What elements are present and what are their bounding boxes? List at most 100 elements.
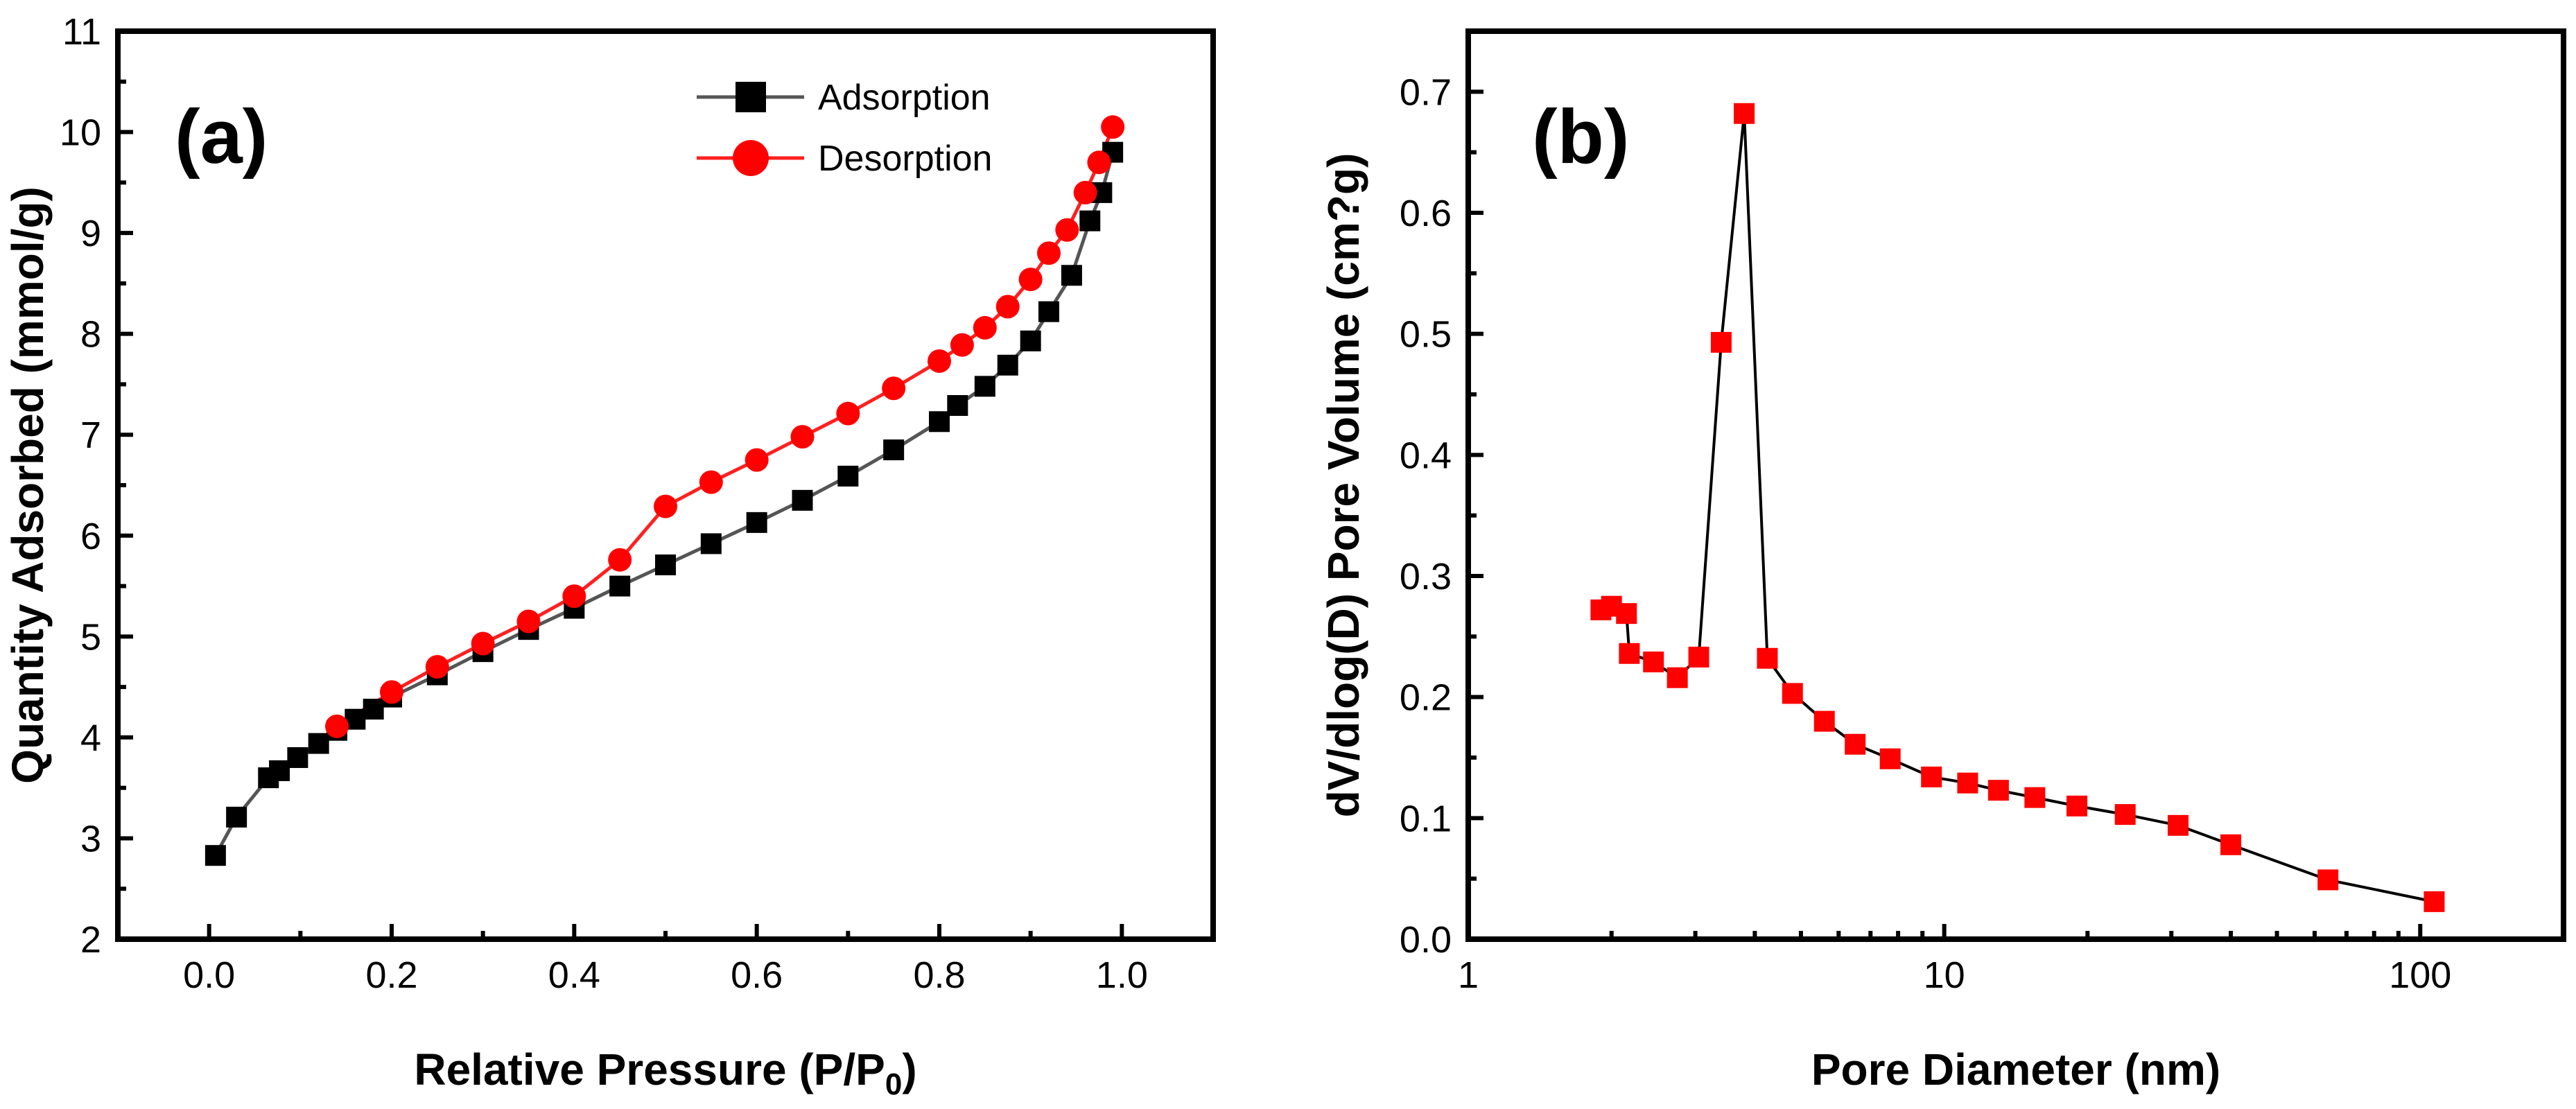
panel-b-y-tick-label: 0.5 [1400, 314, 1452, 356]
panel-b-y-tick-label: 0.3 [1400, 556, 1452, 597]
panel-a-y-tick-label: 9 [80, 213, 101, 254]
panel-a-plot-frame [115, 28, 1216, 942]
panel-a-chart: 0.0 0.2 0.4 0.6 0.8 1.0 2 3 4 5 6 7 8 9 10 11 (a) Quan… [3, 11, 1216, 1101]
panel-b-distribution-point [1957, 772, 1978, 794]
panel-a-adsorption-point [1061, 265, 1082, 286]
panel-a-label: (a) [175, 94, 268, 180]
panel-a-adsorption-point [655, 554, 676, 575]
panel-a-adsorption-point [1020, 330, 1041, 351]
panel-a-desorption-point [1087, 150, 1111, 175]
panel-a-x-tick-label: 0.0 [183, 954, 235, 996]
panel-b-distribution-point [1813, 710, 1835, 732]
panel-a-desorption-point [790, 425, 815, 449]
panel-a-adsorption-point [204, 845, 226, 866]
panel-a-desorption-point [654, 494, 677, 518]
legend-adsorption-label: Adsorption [818, 78, 991, 118]
panel-a-adsorption-point [883, 439, 905, 461]
panel-b-distribution-point [1879, 748, 1901, 769]
panel-b-distribution-point [1710, 331, 1732, 353]
panel-a-legend: Adsorption Desorption [697, 78, 992, 179]
panel-a-adsorption-point [746, 512, 767, 533]
panel-b-distribution-point [1616, 603, 1637, 625]
panel-a-adsorption-point [1038, 301, 1059, 322]
legend-desorption-marker [733, 140, 769, 176]
panel-b-y-axis-title: dV/dlog(D) Pore Volume (cm?g) [1319, 153, 1368, 818]
panel-b-y-tick-label: 0.7 [1400, 71, 1452, 113]
panel-a-desorption-point [471, 631, 495, 656]
panel-a-adsorption-point [287, 747, 308, 768]
panel-b-distribution-point [1643, 652, 1664, 673]
panel-a-y-axis-title: Quantity Adsorbed (mmol/g) [3, 186, 53, 784]
panel-b-x-axis-title: Pore Diameter (nm) [1811, 1045, 2220, 1094]
panel-b-distribution-point [2024, 787, 2046, 808]
panel-a-x-tick-label: 0.2 [365, 954, 417, 996]
panel-b-distribution-point [2423, 891, 2445, 912]
panel-b-y-tick-label: 0.2 [1400, 677, 1452, 719]
panel-b-chart: 1 10 100 0.0 0.1 0.2 0.3 0.4 0.5 0.6 0.7 (b) dV/d… [1319, 28, 2566, 1094]
panel-a-desorption-point [699, 470, 723, 494]
panel-a-y-tick-label: 2 [80, 919, 101, 961]
panel-a-desorption-point [325, 714, 349, 738]
panel-b-distribution-point [2114, 804, 2136, 826]
panel-a-x-axis-title: Relative Pressure (P/P0) [414, 1045, 916, 1101]
panel-b-distribution-line [1600, 113, 2435, 903]
panel-b-label: (b) [1532, 94, 1629, 180]
legend-adsorption-marker [736, 82, 766, 112]
panel-a-y-ticks: 2 3 4 5 6 7 8 9 10 11 [60, 11, 133, 961]
panel-b-distribution-point [1734, 103, 1755, 124]
panel-b-y-ticks: 0.0 0.1 0.2 0.3 0.4 0.5 0.6 0.7 [1400, 71, 1483, 961]
panel-b-y-tick-label: 0.4 [1400, 435, 1452, 476]
panel-a-x-tick-label: 0.4 [548, 954, 600, 996]
panel-b-distribution-point [1921, 766, 1942, 787]
panel-b-distribution-point [1845, 733, 1866, 755]
panel-b-series [1590, 103, 2445, 912]
panel-b-distribution-point [1757, 647, 1778, 669]
panel-a-desorption-point [562, 584, 586, 609]
panel-b-x-ticks: 1 10 100 [1458, 924, 2566, 996]
panel-a-desorption-point [995, 295, 1020, 319]
panel-a-desorption-point [1037, 241, 1061, 265]
panel-a-desorption-point [380, 680, 403, 704]
panel-a-desorption-point [882, 376, 906, 401]
panel-a-y-tick-label: 3 [80, 818, 101, 859]
panel-a-adsorption-point [308, 733, 329, 754]
panel-a-y-tick-label: 11 [62, 11, 101, 53]
panel-b-distribution-point [1619, 643, 1640, 664]
panel-a-desorption-point [950, 333, 974, 357]
panel-a-adsorption-point [363, 699, 384, 720]
panel-a-adsorption-point [226, 806, 247, 828]
panel-a-desorption-point [1073, 180, 1097, 204]
panel-a-adsorption-point [609, 575, 631, 597]
panel-b-y-tick-label: 0.1 [1400, 798, 1452, 839]
panel-b-distribution-point [1666, 667, 1688, 688]
panel-a-adsorption-point [792, 489, 813, 511]
panel-a-desorption-point [1055, 218, 1079, 242]
panel-a-desorption-line [336, 126, 1115, 728]
panel-a-y-tick-label: 7 [80, 414, 101, 456]
panel-a-y-tick-label: 5 [80, 616, 101, 658]
panel-a-x-axis-title-main: Relative Pressure (P/P [414, 1045, 885, 1094]
panel-a-adsorption-point [1079, 210, 1101, 232]
panel-a-x-ticks: 0.0 0.2 0.4 0.6 0.8 1.0 [183, 924, 1215, 996]
panel-a-adsorption-point [700, 533, 722, 554]
panel-b-y-tick-label: 0.6 [1400, 193, 1452, 234]
panel-a-desorption-point [425, 655, 449, 679]
panel-b-plot-frame [1465, 28, 2566, 942]
panel-a-y-tick-label: 4 [80, 717, 101, 759]
panel-a-adsorption-point [929, 411, 950, 433]
panel-a-desorption-point [928, 349, 951, 373]
panel-a-adsorption-point [974, 376, 995, 397]
panel-a-adsorption-point [947, 395, 968, 417]
panel-b-x-tick-label: 100 [2389, 954, 2451, 996]
panel-b-distribution-point [2317, 869, 2339, 891]
panel-a-y-tick-label: 8 [80, 314, 101, 356]
panel-a-x-axis-title-close: ) [902, 1045, 916, 1094]
panel-b-x-tick-label: 1 [1458, 954, 1479, 996]
panel-b-distribution-point [2220, 834, 2242, 855]
panel-a-x-tick-label: 1.0 [1096, 954, 1148, 996]
panel-a-desorption-point [836, 401, 860, 426]
panel-b-distribution-point [2066, 795, 2088, 817]
panel-a-desorption-point [608, 548, 632, 572]
panel-a-x-tick-label: 0.6 [731, 954, 783, 996]
